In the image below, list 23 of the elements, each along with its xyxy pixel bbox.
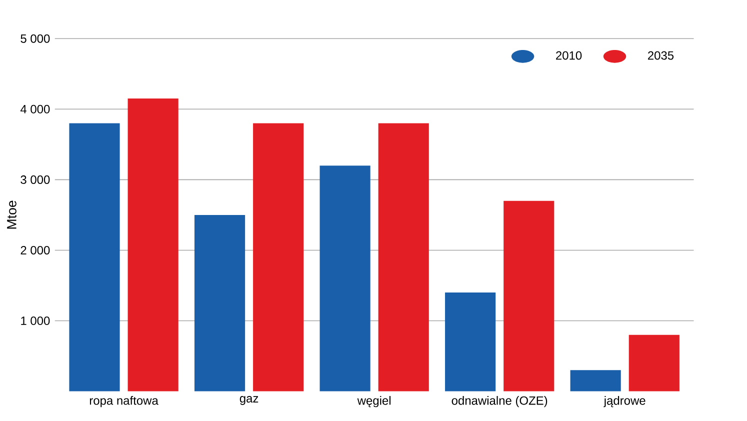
bar xyxy=(445,292,496,392)
bar xyxy=(253,123,304,392)
y-tick-label: 3 000 xyxy=(20,176,50,184)
legend-label: 2010 xyxy=(556,51,582,60)
bar xyxy=(504,201,554,392)
bar xyxy=(628,335,680,392)
legend-label: 2035 xyxy=(648,51,674,60)
y-tick-label: 5 000 xyxy=(20,34,50,44)
bar xyxy=(69,123,120,392)
bar xyxy=(378,123,429,392)
x-tick-label: ropa naftowa xyxy=(90,396,158,408)
y-tick-label: 4 000 xyxy=(20,105,50,114)
x-tick-label: gaz xyxy=(240,396,258,406)
x-tick-label: jądrowe xyxy=(604,396,646,408)
bar xyxy=(194,215,246,392)
x-tick-label: odnawialne (OZE) xyxy=(452,396,548,408)
x-tick-label: węgiel xyxy=(357,396,390,408)
y-tick-label: 2 000 xyxy=(20,246,50,255)
bar xyxy=(128,98,178,392)
y-tick-label: 1 000 xyxy=(21,316,50,326)
bar xyxy=(320,166,370,392)
y-axis-title: Mtoe xyxy=(7,200,16,229)
bar xyxy=(570,370,621,392)
